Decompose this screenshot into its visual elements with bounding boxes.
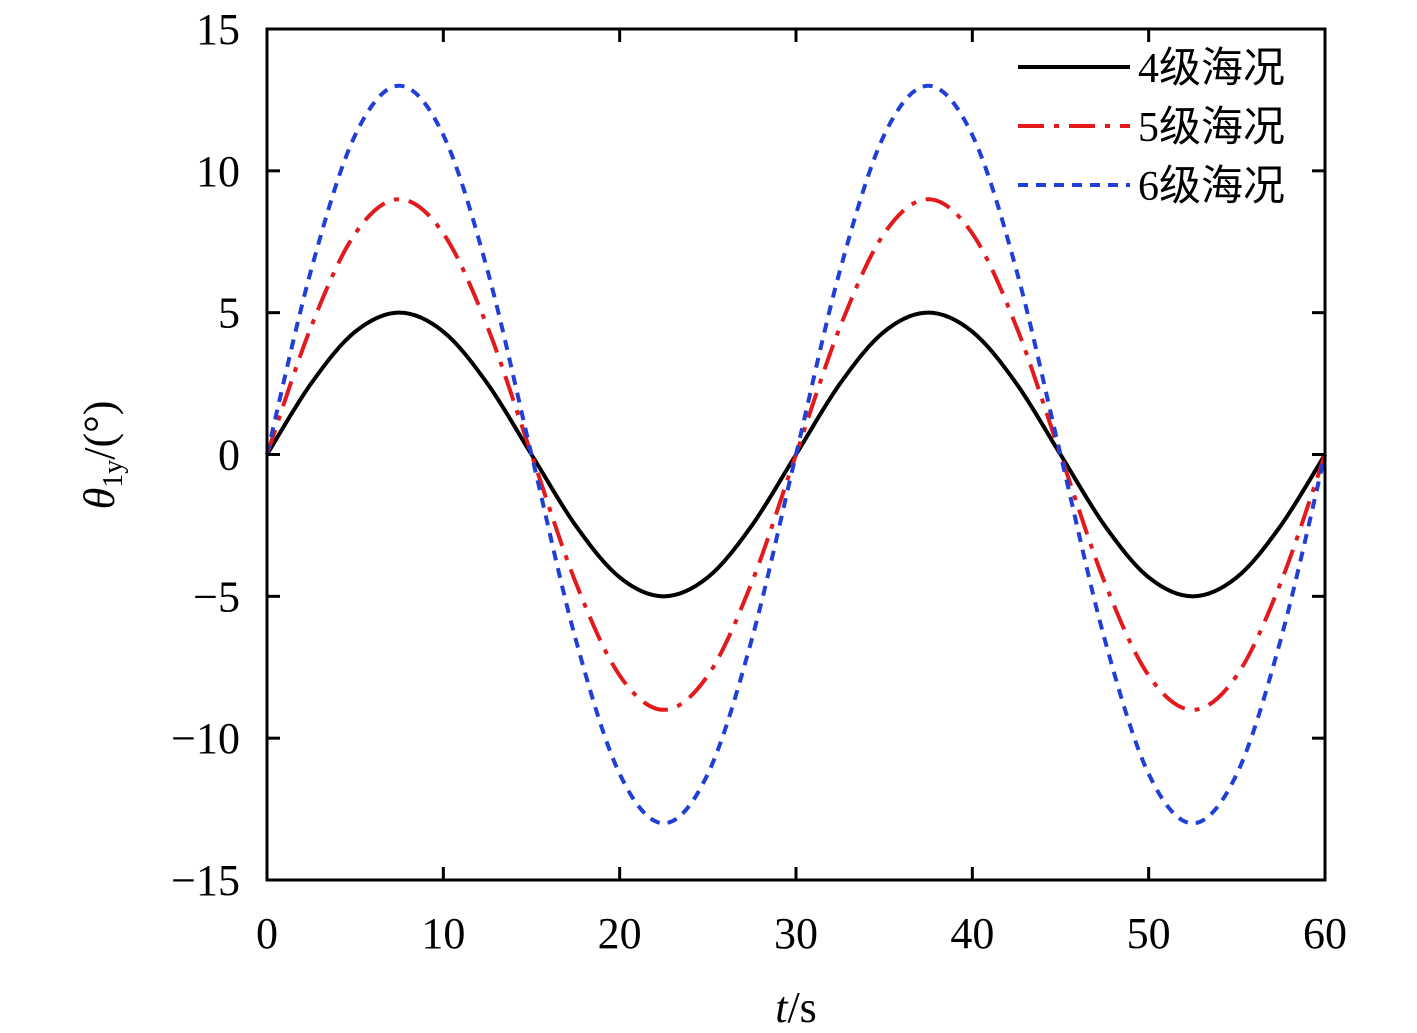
y-axis-label-variable: θ: [75, 488, 124, 510]
y-tick-label: 0: [218, 431, 240, 480]
x-tick-label: 0: [256, 909, 278, 958]
x-tick-label: 50: [1127, 909, 1171, 958]
y-tick-label: 15: [196, 5, 240, 54]
legend-label-1: 4级海况: [1138, 46, 1285, 92]
x-axis-ticks: 0 10 20 30 40 50 60: [256, 29, 1347, 958]
y-axis-label-subscript: 1y: [98, 460, 129, 488]
y-axis-label-unit: /(°): [75, 401, 124, 460]
y-tick-label: −10: [171, 714, 240, 763]
x-axis-label-unit: /s: [787, 983, 816, 1032]
x-tick-label: 20: [598, 909, 642, 958]
x-axis-label: t/s: [775, 983, 817, 1032]
series-layer: [265, 83, 1327, 826]
y-tick-label: −5: [193, 572, 240, 621]
y-axis-label: θ1y/(°): [75, 401, 129, 510]
y-tick-label: −15: [171, 856, 240, 905]
y-axis-ticks: −15 −10 −5 0 5 10 15: [171, 5, 1325, 905]
x-tick-label: 60: [1303, 909, 1347, 958]
x-tick-label: 30: [774, 909, 818, 958]
legend-label-2: 5级海况: [1138, 105, 1285, 151]
x-tick-label: 40: [950, 909, 994, 958]
y-tick-label: 10: [196, 147, 240, 196]
x-tick-label: 10: [421, 909, 465, 958]
legend: 4级海况 5级海况 6级海况: [1018, 46, 1285, 210]
y-tick-label: 5: [218, 289, 240, 338]
legend-label-3: 6级海况: [1138, 164, 1285, 210]
x-axis-label-variable: t: [775, 983, 789, 1032]
